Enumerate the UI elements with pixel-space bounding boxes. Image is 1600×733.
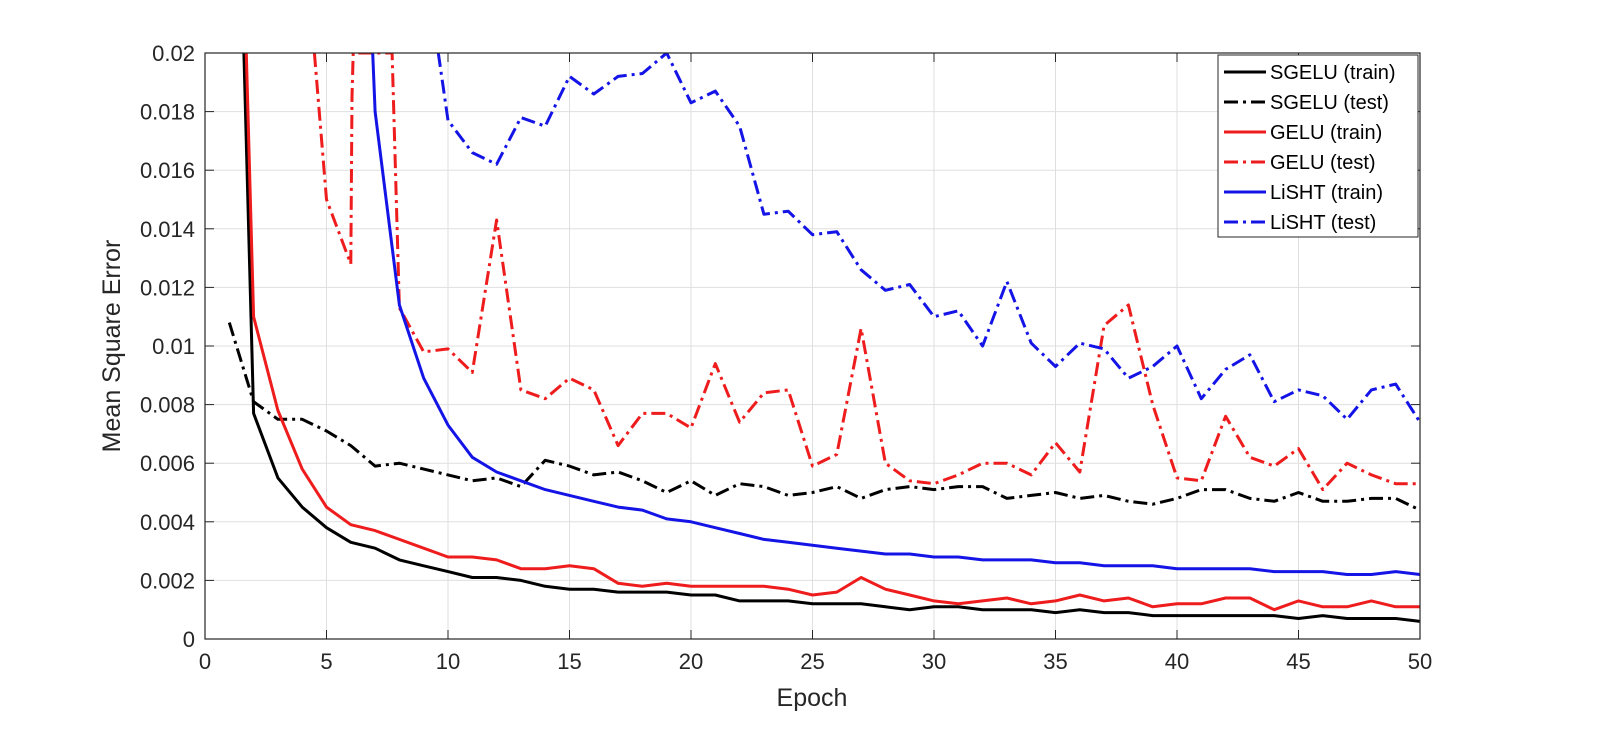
- y-tick-label: 0.004: [140, 510, 195, 535]
- x-tick-label: 30: [922, 649, 946, 674]
- legend: SGELU (train) SGELU (test) GELU (train) GEL…: [1217, 54, 1419, 238]
- x-tick-label: 20: [679, 649, 703, 674]
- x-tick-label: 45: [1286, 649, 1310, 674]
- x-tick-label: 35: [1043, 649, 1067, 674]
- y-tick-label: 0.016: [140, 158, 195, 183]
- series-line-gelu-test: [312, 53, 1420, 492]
- axis-ticks: 0 5 10 15 20 25 30 35 40 45 50 0 0.002 0.004 0.006 0.00…: [140, 41, 1432, 674]
- legend-box: [1217, 54, 1419, 238]
- x-tick-label: 15: [557, 649, 581, 674]
- series-line-lisht-train: [371, 53, 1420, 576]
- y-tick-label: 0.002: [140, 568, 195, 593]
- series-line-lisht-test: [436, 53, 1420, 424]
- y-tick-label: 0.02: [152, 41, 195, 66]
- y-tick-label: 0.01: [152, 334, 195, 359]
- y-tick-label: 0.018: [140, 100, 195, 125]
- legend-label: LiSHT (train): [1270, 182, 1383, 204]
- y-tick-label: 0: [183, 627, 195, 652]
- legend-label: LiSHT (test): [1270, 212, 1376, 234]
- y-tick-label: 0.008: [140, 393, 195, 418]
- x-tick-label: 10: [436, 649, 460, 674]
- legend-label: GELU (train): [1270, 122, 1382, 144]
- y-axis-title: Mean Square Error: [98, 240, 126, 453]
- y-tick-label: 0.014: [140, 217, 195, 242]
- x-tick-label: 25: [800, 649, 824, 674]
- series-lines: [227, 53, 1420, 623]
- x-tick-label: 0: [199, 649, 211, 674]
- legend-label: SGELU (test): [1270, 92, 1389, 114]
- x-axis-title: Epoch: [777, 684, 848, 712]
- x-tick-label: 40: [1165, 649, 1189, 674]
- legend-label: SGELU (train): [1270, 62, 1396, 84]
- series-line-sgelu-train: [242, 53, 1420, 623]
- x-tick-label: 50: [1408, 649, 1432, 674]
- y-tick-label: 0.006: [140, 451, 195, 476]
- y-tick-label: 0.012: [140, 275, 195, 300]
- series-line-sgelu-test: [227, 322, 1420, 512]
- legend-label: GELU (test): [1270, 152, 1376, 174]
- x-tick-label: 5: [320, 649, 332, 674]
- series-line-gelu-train: [244, 53, 1420, 612]
